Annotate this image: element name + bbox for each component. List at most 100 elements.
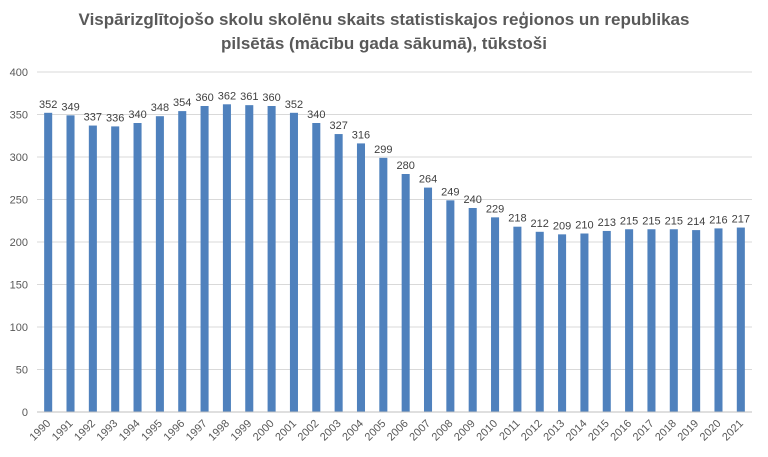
y-axis-ticks: 0 50 100 150 200 250 300 350 400	[10, 67, 28, 419]
data-label: 280	[396, 160, 414, 172]
x-tick-label: 1992	[72, 418, 98, 444]
data-label: 361	[240, 91, 258, 103]
bar	[401, 174, 410, 412]
x-tick-label: 1998	[206, 418, 232, 444]
data-label: 213	[598, 217, 616, 229]
data-label: 316	[352, 129, 370, 141]
y-tick-label: 250	[10, 195, 28, 207]
data-label: 340	[307, 109, 325, 121]
data-label: 216	[709, 214, 727, 226]
data-label: 215	[642, 215, 660, 227]
bars	[44, 104, 745, 413]
y-tick-label: 50	[16, 365, 28, 377]
bar	[647, 229, 656, 412]
data-label: 212	[531, 218, 549, 230]
y-tick-label: 400	[10, 67, 28, 79]
bar	[200, 106, 209, 412]
data-label: 249	[441, 186, 459, 198]
bar	[491, 217, 500, 412]
bar	[334, 134, 343, 413]
x-tick-label: 2009	[452, 418, 478, 444]
x-tick-label: 2002	[296, 418, 322, 444]
data-label: 210	[575, 220, 593, 232]
bar	[602, 230, 611, 412]
x-tick-label: 2007	[407, 418, 433, 444]
x-tick-label: 1999	[229, 418, 255, 444]
chart-title: Vispārizglītojošo skolu skolēnu skaits s…	[60, 8, 708, 56]
data-label: 340	[128, 109, 146, 121]
bar	[535, 231, 544, 412]
x-tick-label: 1997	[184, 418, 210, 444]
data-label: 299	[374, 144, 392, 156]
bar	[267, 106, 276, 412]
x-tick-label: 2020	[698, 418, 724, 444]
y-tick-label: 350	[10, 110, 28, 122]
data-label: 354	[173, 97, 191, 109]
bar	[245, 105, 254, 413]
bar	[356, 143, 366, 412]
data-label: 360	[195, 92, 213, 104]
x-tick-label: 2010	[474, 418, 500, 444]
bar	[44, 112, 53, 413]
x-tick-label: 2012	[519, 418, 545, 444]
bar	[178, 111, 187, 412]
data-label: 336	[106, 112, 124, 124]
bar	[669, 229, 678, 412]
data-label: 218	[508, 213, 526, 225]
bar	[222, 104, 231, 413]
x-tick-label: 2006	[385, 418, 411, 444]
data-label: 264	[419, 174, 437, 186]
bar	[468, 208, 477, 412]
bar	[558, 234, 567, 412]
y-tick-label: 200	[10, 237, 28, 249]
y-tick-label: 100	[10, 322, 28, 334]
bar	[714, 228, 723, 412]
x-tick-label: 2004	[340, 418, 366, 444]
bar	[736, 227, 745, 412]
chart-title-line-2: pilsētās (mācību gada sākumā), tūkstoši	[221, 34, 547, 53]
bar	[379, 157, 388, 412]
data-label: 362	[218, 90, 236, 102]
bar	[289, 112, 298, 413]
data-label: 360	[262, 92, 280, 104]
x-tick-label: 2014	[564, 418, 590, 444]
x-tick-label: 2000	[251, 418, 277, 444]
y-tick-label: 300	[10, 152, 28, 164]
data-label: 209	[553, 220, 571, 232]
bar	[446, 200, 455, 412]
x-tick-label: 1996	[162, 418, 188, 444]
bar	[66, 115, 75, 412]
x-tick-label: 2013	[541, 418, 567, 444]
bar	[423, 187, 433, 412]
data-labels: 352 349 337 336 340 348 354 360 362 361 360 352 340 3…	[39, 90, 750, 232]
bar	[312, 123, 321, 412]
x-tick-label: 2005	[363, 418, 389, 444]
data-label: 349	[61, 101, 79, 113]
bar	[625, 229, 634, 412]
y-tick-label: 150	[10, 280, 28, 292]
data-label: 217	[732, 214, 750, 226]
x-tick-label: 1990	[27, 418, 53, 444]
data-label: 348	[151, 102, 169, 114]
data-label: 214	[687, 216, 705, 228]
x-tick-label: 1995	[139, 418, 165, 444]
data-label: 352	[285, 99, 303, 111]
bar	[513, 226, 522, 412]
x-tick-label: 2001	[273, 418, 299, 444]
x-tick-label: 1993	[95, 418, 121, 444]
x-tick-label: 1991	[50, 418, 76, 444]
x-tick-label: 2018	[653, 418, 679, 444]
bar	[155, 116, 164, 412]
x-tick-label: 2015	[586, 418, 612, 444]
y-tick-label: 0	[22, 407, 28, 419]
data-label: 337	[84, 112, 102, 124]
bar	[580, 233, 589, 412]
data-label: 240	[464, 194, 482, 206]
data-label: 215	[620, 215, 638, 227]
x-tick-label: 2017	[631, 418, 657, 444]
x-tick-label: 2011	[497, 418, 522, 443]
x-tick-label: 2021	[720, 418, 746, 444]
data-label: 215	[665, 215, 683, 227]
